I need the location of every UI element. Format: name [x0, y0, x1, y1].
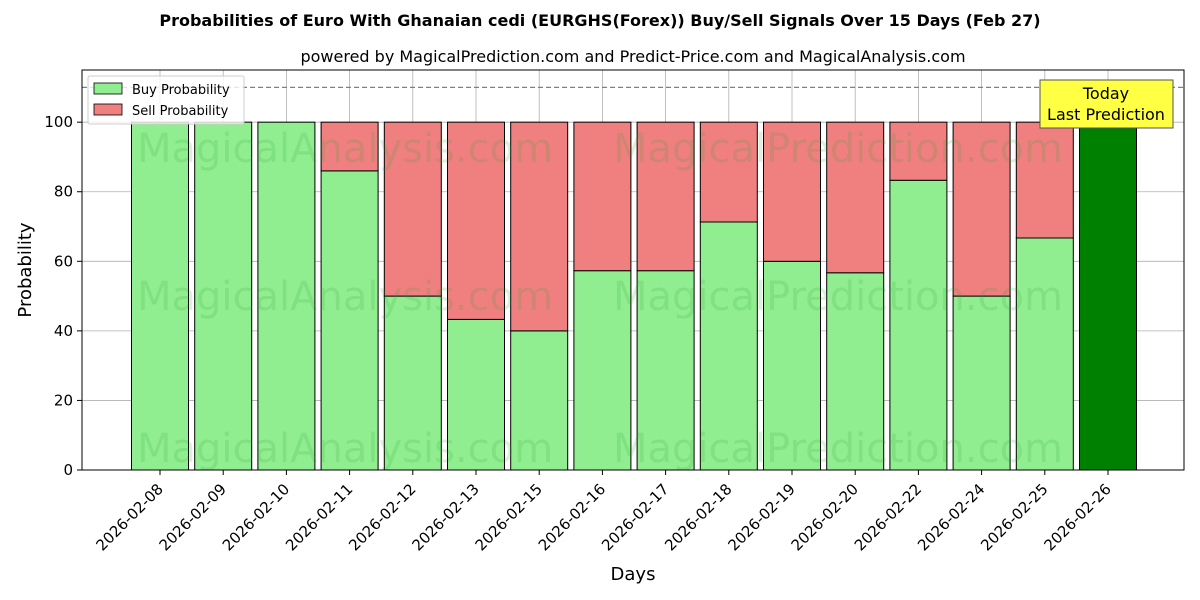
buy-bar: [573, 270, 632, 471]
buy-bar: [510, 330, 569, 471]
sell-bar: [510, 121, 569, 332]
buy-bar: [889, 179, 948, 471]
buy-bar: [699, 221, 758, 471]
watermark-text: MagicalPrediction.com: [613, 426, 1063, 472]
x-tick-label: 2026-02-09: [156, 480, 230, 554]
x-axis-label: Days: [611, 564, 656, 585]
sell-bar: [573, 121, 632, 272]
chart-title: Probabilities of Euro With Ghanaian cedi…: [159, 11, 1040, 30]
watermark-text: MagicalAnalysis.com: [137, 274, 553, 320]
today-label: Today: [1082, 84, 1129, 103]
sell-bar: [320, 121, 379, 172]
legend-swatch-sell: [93, 103, 123, 116]
watermarks: MagicalAnalysis.com MagicalPrediction.com…: [137, 126, 1063, 472]
x-tick-label: 2026-02-16: [535, 480, 609, 554]
x-tick-label: 2026-02-26: [1040, 480, 1114, 554]
legend-box: [87, 75, 245, 125]
x-tick-label: 2026-02-24: [914, 480, 988, 554]
sell-bar: [826, 121, 885, 274]
x-tick-label: 2026-02-20: [788, 480, 862, 554]
y-tick-label: 20: [54, 391, 73, 409]
buy-bar: [636, 270, 695, 471]
x-axis-ticks: 2026-02-082026-02-092026-02-102026-02-11…: [92, 470, 1115, 554]
buy-bar: [1015, 237, 1074, 471]
buy-bar: [257, 121, 316, 471]
sell-bar: [763, 121, 821, 262]
sell-bar: [699, 121, 758, 223]
buy-bar: [763, 260, 821, 471]
chart-subtitle: powered by MagicalPrediction.com and Pre…: [300, 47, 965, 66]
sell-bar: [952, 121, 1011, 297]
y-tick-label: 40: [54, 322, 73, 340]
y-axis-label: Probability: [15, 222, 36, 317]
buy-bar: [383, 295, 442, 471]
sell-bar: [636, 121, 695, 272]
x-tick-label: 2026-02-08: [92, 480, 166, 554]
x-tick-label: 2026-02-19: [724, 480, 798, 554]
today-annotation: Today Last Prediction: [1039, 79, 1174, 129]
y-tick-label: 0: [63, 461, 73, 479]
bars: [131, 121, 1137, 471]
y-axis-ticks: 0 20 40 60 80 100: [44, 113, 82, 479]
today-box: [1039, 79, 1174, 129]
watermark-text: MagicalPrediction.com: [613, 274, 1063, 320]
buy-bar: [826, 272, 885, 471]
y-tick-label: 80: [54, 183, 73, 201]
x-tick-label: 2026-02-11: [282, 480, 356, 554]
last-prediction-label: Last Prediction: [1047, 105, 1165, 124]
x-tick-label: 2026-02-25: [977, 480, 1051, 554]
x-tick-label: 2026-02-13: [408, 480, 482, 554]
watermark-text: MagicalAnalysis.com: [137, 126, 553, 172]
x-tick-label: 2026-02-18: [661, 480, 735, 554]
buy-bar: [952, 295, 1011, 471]
legend-swatch-buy: [93, 82, 123, 95]
sell-bar: [447, 121, 505, 320]
sell-bar: [383, 121, 442, 297]
buy-bar: [1079, 121, 1137, 471]
watermark-text: MagicalAnalysis.com: [137, 426, 553, 472]
x-tick-label: 2026-02-10: [219, 480, 293, 554]
plot-frame: [81, 69, 1185, 471]
y-tick-label: 100: [44, 113, 73, 131]
sell-bar: [889, 121, 948, 181]
x-tick-label: 2026-02-22: [851, 480, 925, 554]
legend-label-sell: Sell Probability: [132, 104, 229, 119]
x-tick-label: 2026-02-17: [598, 480, 672, 554]
legend-label-buy: Buy Probability: [132, 83, 230, 98]
x-tick-label: 2026-02-12: [345, 480, 419, 554]
legend: Buy Probability Sell Probability: [87, 75, 245, 125]
watermark-text: MagicalPrediction.com: [613, 126, 1063, 172]
y-tick-label: 60: [54, 252, 73, 270]
x-tick-label: 2026-02-15: [472, 480, 546, 554]
